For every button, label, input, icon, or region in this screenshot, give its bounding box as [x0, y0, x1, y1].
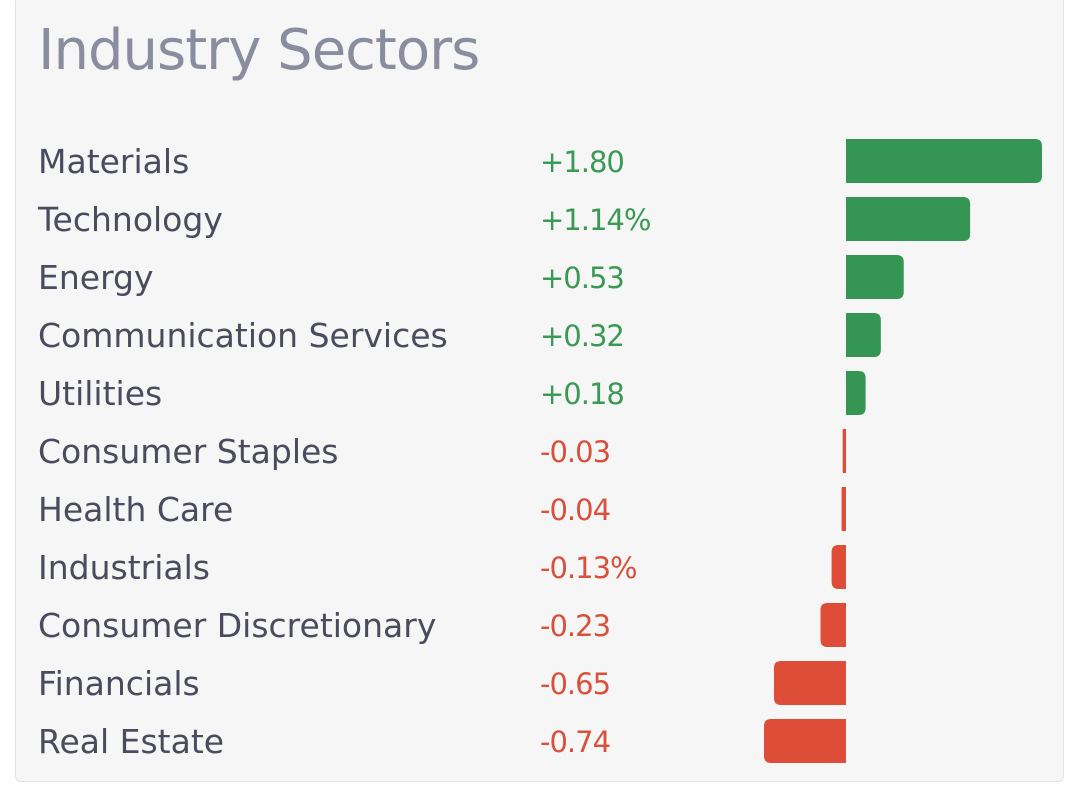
sector-change-value: +1.80: [540, 145, 625, 179]
bar-materials: [846, 139, 1042, 183]
bar-plot: [764, 139, 1042, 763]
bar-financials: [773, 661, 846, 705]
sector-row-consumer-discretionary[interactable]: Consumer Discretionary -0.23: [16, 597, 1063, 655]
sector-label: Consumer Staples: [38, 432, 339, 471]
sector-change-value: -0.13%: [540, 551, 638, 585]
sector-label: Industrials: [38, 548, 210, 587]
bar-consumer-staples: [842, 429, 846, 473]
sector-row-technology[interactable]: Technology +1.14%: [16, 191, 1063, 249]
bar-real-estate: [764, 719, 846, 763]
sector-label: Technology: [38, 200, 223, 239]
sector-label: Communication Services: [38, 316, 448, 355]
bar-consumer-discretionary: [820, 603, 846, 647]
sector-row-real-estate[interactable]: Real Estate -0.74: [16, 713, 1063, 771]
sector-change-value: +0.18: [540, 377, 625, 411]
sector-change-value: -0.04: [540, 493, 611, 527]
sector-row-financials[interactable]: Financials -0.65: [16, 655, 1063, 713]
bar-industrials: [831, 545, 846, 589]
sector-label: Health Care: [38, 490, 234, 529]
card-title: Industry Sectors: [38, 18, 480, 83]
sector-change-value: +1.14%: [540, 203, 651, 237]
sector-change-value: -0.65: [540, 667, 611, 701]
sector-card: Industry Sectors Materials +1.80 Technolog…: [15, 0, 1064, 782]
bar-energy: [846, 255, 904, 299]
sector-row-materials[interactable]: Materials +1.80: [16, 133, 1063, 191]
sector-label: Utilities: [38, 374, 163, 413]
bar-utilities: [846, 371, 866, 415]
sector-label: Financials: [38, 664, 200, 703]
sector-label: Energy: [38, 258, 154, 297]
sector-change-value: -0.74: [540, 725, 611, 759]
sector-change-value: +0.32: [540, 319, 625, 353]
sector-row-energy[interactable]: Energy +0.53: [16, 249, 1063, 307]
sector-change-value: +0.53: [540, 261, 625, 295]
sector-change-value: -0.03: [540, 435, 611, 469]
sector-row-health-care[interactable]: Health Care -0.04: [16, 481, 1063, 539]
sector-row-communication-services[interactable]: Communication Services +0.32: [16, 307, 1063, 365]
sector-label: Materials: [38, 142, 190, 181]
sector-list: Materials +1.80 Technology +1.14% Energy +0.5…: [16, 0, 1063, 781]
sector-row-utilities[interactable]: Utilities +0.18: [16, 365, 1063, 423]
sector-row-industrials[interactable]: Industrials -0.13%: [16, 539, 1063, 597]
sector-label: Real Estate: [38, 722, 225, 761]
sector-label: Consumer Discretionary: [38, 606, 437, 645]
sector-change-value: -0.23: [540, 609, 611, 643]
bar-technology: [846, 197, 971, 241]
sector-row-consumer-staples[interactable]: Consumer Staples -0.03: [16, 423, 1063, 481]
bar-communication-services: [846, 313, 881, 357]
bar-health-care: [841, 487, 846, 531]
